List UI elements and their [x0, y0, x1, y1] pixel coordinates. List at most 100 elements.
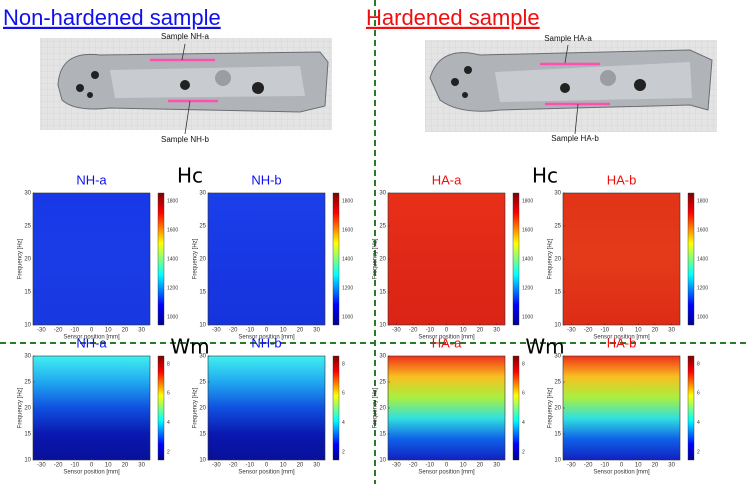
heatmap	[33, 193, 150, 325]
colorbar-tick-label: 1800	[522, 198, 533, 204]
x-tick-label: -10	[245, 328, 254, 334]
x-tick-label: -20	[54, 463, 63, 469]
y-tick-label: 20	[24, 257, 31, 263]
colorbar-tick-label: 1000	[342, 314, 353, 320]
x-axis-label: Sensor position [mm]	[593, 470, 650, 476]
x-tick-label: -30	[392, 328, 401, 334]
x-tick-label: 20	[477, 463, 484, 469]
x-tick-label: 10	[280, 328, 287, 334]
colorbar	[158, 356, 164, 460]
x-tick-label: 0	[445, 463, 449, 469]
y-tick-label: 25	[554, 224, 561, 230]
x-tick-label: 10	[105, 463, 112, 469]
colorbar-tick-label: 1800	[167, 198, 178, 204]
colorbar-tick-label: 4	[522, 420, 525, 426]
photo	[40, 38, 332, 134]
x-tick-label: 10	[460, 463, 467, 469]
x-tick-label: -10	[425, 463, 434, 469]
y-tick-label: 25	[379, 224, 386, 230]
y-tick-label: 15	[554, 290, 561, 296]
y-tick-label: 15	[199, 432, 206, 438]
x-tick-label: 10	[635, 463, 642, 469]
y-tick-label: 20	[379, 406, 386, 412]
x-tick-label: 0	[445, 328, 449, 334]
x-tick-label: 20	[297, 328, 304, 334]
x-tick-label: 0	[265, 328, 269, 334]
x-tick-label: 20	[652, 463, 659, 469]
y-axis-label: Frequency [Hz]	[373, 387, 379, 428]
colorbar-tick-label: 6	[167, 391, 170, 397]
heatmap	[563, 356, 680, 460]
y-tick-label: 30	[554, 191, 561, 197]
plot-title: NH-b	[251, 335, 281, 350]
colorbar-tick-label: 1400	[697, 256, 708, 262]
y-tick-label: 30	[379, 191, 386, 197]
section-title: Hardened sample	[366, 5, 540, 30]
heatmap	[563, 193, 680, 325]
y-tick-label: 20	[199, 406, 206, 412]
colorbar-tick-label: 1200	[522, 285, 533, 291]
colorbar	[688, 356, 694, 460]
x-tick-label: -20	[229, 463, 238, 469]
x-tick-label: 20	[652, 328, 659, 334]
x-tick-label: -20	[584, 463, 593, 469]
colorbar-tick-label: 1800	[342, 198, 353, 204]
plot-title: HA-a	[432, 172, 462, 187]
colorbar-tick-label: 4	[697, 420, 700, 426]
y-axis-label: Frequency [Hz]	[193, 238, 199, 279]
plot-title: HA-a	[432, 335, 462, 350]
y-tick-label: 25	[199, 224, 206, 230]
y-tick-label: 10	[554, 458, 561, 464]
figure: Non-hardened sampleSample NH-aSample NH-…	[0, 0, 750, 484]
y-tick-label: 10	[24, 458, 31, 464]
y-tick-label: 30	[379, 354, 386, 360]
colorbar-tick-label: 1600	[167, 227, 178, 233]
colorbar-tick-label: 4	[167, 420, 170, 426]
x-tick-label: -30	[37, 463, 46, 469]
colorbar-tick-label: 1200	[342, 285, 353, 291]
colorbar-tick-label: 6	[342, 391, 345, 397]
x-tick-label: -30	[212, 463, 221, 469]
row-label: Hc	[532, 164, 558, 188]
colorbar	[513, 193, 519, 325]
colorbar	[158, 193, 164, 325]
x-tick-label: 30	[313, 463, 320, 469]
x-tick-label: -20	[54, 328, 63, 334]
photo-label: Sample HA-b	[551, 134, 599, 143]
x-tick-label: -30	[567, 463, 576, 469]
y-tick-label: 10	[199, 323, 206, 329]
y-tick-label: 30	[199, 191, 206, 197]
colorbar-tick-label: 1200	[167, 285, 178, 291]
colorbar-tick-label: 1600	[342, 227, 353, 233]
x-tick-label: 10	[280, 463, 287, 469]
y-tick-label: 15	[379, 290, 386, 296]
x-tick-label: 30	[668, 463, 675, 469]
photo	[425, 40, 717, 134]
y-tick-label: 30	[24, 354, 31, 360]
x-tick-label: 30	[138, 463, 145, 469]
x-tick-label: -10	[245, 463, 254, 469]
x-tick-label: -20	[584, 328, 593, 334]
y-tick-label: 30	[24, 191, 31, 197]
x-tick-label: 0	[265, 463, 269, 469]
x-tick-label: -10	[425, 328, 434, 334]
y-axis-label: Frequency [Hz]	[193, 387, 199, 428]
x-tick-label: -10	[70, 328, 79, 334]
colorbar-tick-label: 2	[697, 449, 700, 455]
x-tick-label: 30	[313, 328, 320, 334]
colorbar-tick-label: 1400	[342, 256, 353, 262]
y-tick-label: 10	[554, 323, 561, 329]
y-axis-label: Frequency [Hz]	[18, 238, 24, 279]
colorbar-tick-label: 1600	[697, 227, 708, 233]
colorbar-tick-label: 1000	[697, 314, 708, 320]
photo-label: Sample NH-a	[161, 32, 210, 41]
y-tick-label: 20	[24, 406, 31, 412]
colorbar-tick-label: 2	[342, 449, 345, 455]
y-tick-label: 25	[199, 380, 206, 386]
y-tick-label: 15	[554, 432, 561, 438]
plot-title: HA-b	[607, 172, 637, 187]
plot-title: NH-b	[251, 172, 281, 187]
colorbar-tick-label: 1600	[522, 227, 533, 233]
photo-label: Sample NH-b	[161, 135, 210, 144]
colorbar-tick-label: 8	[342, 361, 345, 367]
